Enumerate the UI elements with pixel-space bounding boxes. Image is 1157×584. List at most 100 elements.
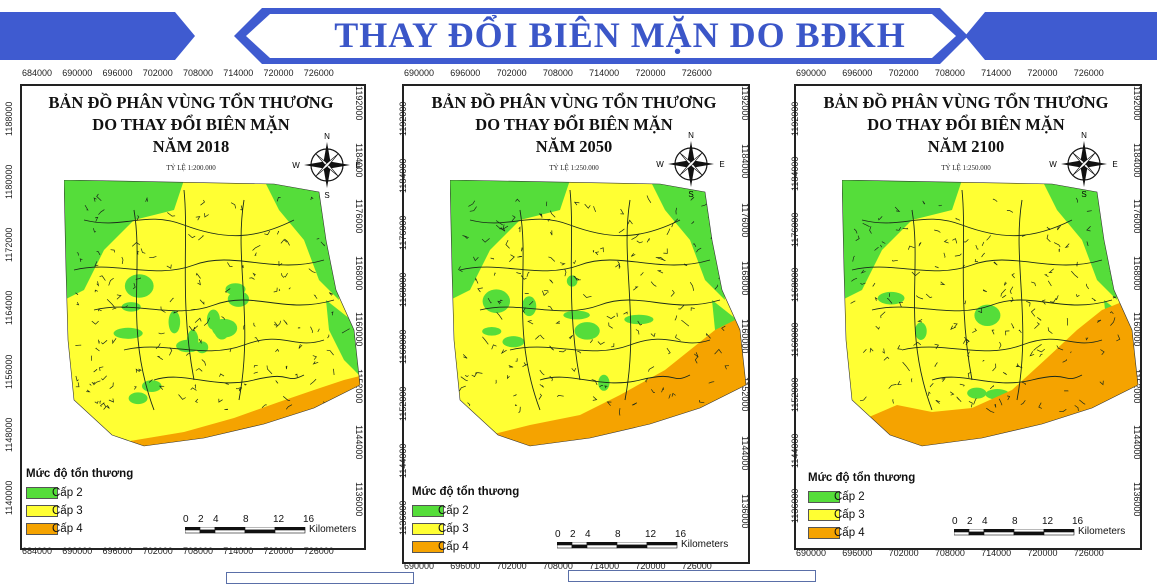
- legend-title: Mức độ tổn thương: [412, 486, 519, 498]
- scalebar-tick: 12: [645, 529, 656, 540]
- x-tick-top: 714000: [589, 68, 619, 78]
- zone-cap2-patch: [483, 289, 510, 313]
- compass-s: S: [1081, 190, 1086, 199]
- river-branch: [1105, 235, 1106, 237]
- x-tick-bottom: 696000: [842, 548, 872, 558]
- legend-label-2: Cấp 2: [438, 504, 469, 518]
- x-tick-top: 684000: [22, 68, 52, 78]
- legend-label-3: Cấp 3: [834, 508, 865, 522]
- y-tick-right: 1136000: [740, 494, 750, 528]
- y-tick-left: 1156000: [4, 354, 14, 388]
- y-tick-left: 1152000: [790, 378, 800, 412]
- y-tick-left: 1168000: [398, 273, 408, 307]
- scalebar-tick: 0: [183, 514, 189, 525]
- x-tick-top: 702000: [889, 68, 919, 78]
- x-tick-top: 708000: [935, 68, 965, 78]
- compass-w: W: [1049, 160, 1057, 169]
- scalebar-tick: 0: [952, 516, 958, 527]
- compass-e: E: [719, 160, 724, 169]
- x-tick-top: 690000: [796, 68, 826, 78]
- x-tick-top: 690000: [62, 68, 92, 78]
- banner-right-tail: [965, 12, 1157, 60]
- zone-cap2-patch: [563, 311, 589, 320]
- x-tick-bottom: 702000: [497, 561, 527, 571]
- x-tick-top: 720000: [264, 68, 294, 78]
- map-canvas: [842, 180, 1142, 450]
- zone-cap2-patch: [212, 319, 237, 337]
- zone-cap2-patch: [567, 275, 578, 286]
- y-tick-left: 1144000: [790, 433, 800, 467]
- map-canvas: [450, 180, 750, 450]
- legend-label-4: Cấp 4: [52, 522, 83, 536]
- y-tick-left: 1164000: [4, 291, 14, 325]
- river-branch: [76, 409, 77, 410]
- scalebar-unit: Kilometers: [681, 539, 728, 550]
- zone-cap2-patch: [522, 296, 536, 316]
- x-tick-top: 702000: [143, 68, 173, 78]
- scalebar-tick: 8: [615, 529, 621, 540]
- zone-cap2-patch: [574, 322, 599, 339]
- map-title-line1: BẢN ĐỒ PHÂN VÙNG TỔN THƯƠNG: [402, 92, 746, 114]
- scalebar-tick: 8: [243, 514, 249, 525]
- x-tick-top: 702000: [497, 68, 527, 78]
- x-tick-bottom: 696000: [103, 546, 133, 556]
- y-tick-right: 1136000: [1132, 482, 1142, 516]
- x-tick-top: 696000: [450, 68, 480, 78]
- scalebar: [954, 529, 1084, 537]
- legend-label-3: Cấp 3: [52, 504, 83, 518]
- scalebar-unit: Kilometers: [309, 524, 356, 535]
- x-tick-top: 726000: [682, 68, 712, 78]
- y-tick-left: 1144000: [398, 444, 408, 478]
- bottom-box-right: [568, 570, 816, 582]
- y-tick-left: 1188000: [4, 102, 14, 136]
- x-tick-top: 696000: [842, 68, 872, 78]
- scalebar-tick: 0: [555, 529, 561, 540]
- y-tick-left: 1148000: [4, 417, 14, 451]
- y-tick-left: 1136000: [790, 488, 800, 522]
- x-tick-top: 726000: [304, 68, 334, 78]
- y-tick-left: 1136000: [398, 501, 408, 535]
- y-tick-left: 1180000: [4, 165, 14, 199]
- compass-e: E: [1112, 160, 1117, 169]
- y-tick-left: 1160000: [398, 330, 408, 364]
- river-branch: [334, 225, 336, 228]
- compass-w: W: [656, 160, 664, 169]
- x-tick-bottom: 696000: [450, 561, 480, 571]
- x-tick-top: 720000: [635, 68, 665, 78]
- compass-w: W: [292, 161, 300, 170]
- river-branch: [329, 235, 332, 239]
- legend-title: Mức độ tổn thương: [808, 472, 915, 484]
- legend-title: Mức độ tổn thương: [26, 468, 133, 480]
- y-tick-left: 1172000: [4, 228, 14, 262]
- x-tick-top: 690000: [404, 68, 434, 78]
- river-branch: [337, 265, 341, 271]
- river-branch: [719, 219, 721, 222]
- legend-label-4: Cấp 4: [438, 540, 469, 554]
- x-tick-top: 708000: [543, 68, 573, 78]
- compass-n: N: [1081, 131, 1087, 140]
- x-tick-bottom: 708000: [183, 546, 213, 556]
- x-tick-top: 714000: [223, 68, 253, 78]
- scalebar-tick: 4: [213, 514, 219, 525]
- river-branch: [714, 218, 716, 222]
- x-tick-bottom: 702000: [143, 546, 173, 556]
- zone-cap2-patch: [974, 305, 1000, 326]
- river-branch: [1111, 399, 1112, 402]
- river-branch: [617, 313, 618, 317]
- x-tick-bottom: 690000: [62, 546, 92, 556]
- legend-label-2: Cấp 2: [834, 490, 865, 504]
- scalebar-tick: 12: [273, 514, 284, 525]
- compass-e: E: [355, 161, 360, 170]
- banner-title: THAY ĐỔI BIÊN MẶN DO BĐKH: [290, 14, 950, 56]
- x-tick-bottom: 684000: [22, 546, 52, 556]
- zone-cap2-patch: [228, 291, 249, 307]
- zone-cap2-patch: [967, 388, 986, 399]
- x-tick-bottom: 690000: [404, 561, 434, 571]
- x-tick-bottom: 720000: [264, 546, 294, 556]
- scalebar-unit: Kilometers: [1078, 526, 1125, 537]
- y-tick-left: 1140000: [4, 480, 14, 514]
- scalebar-tick: 8: [1012, 516, 1018, 527]
- scalebar-tick: 2: [570, 529, 576, 540]
